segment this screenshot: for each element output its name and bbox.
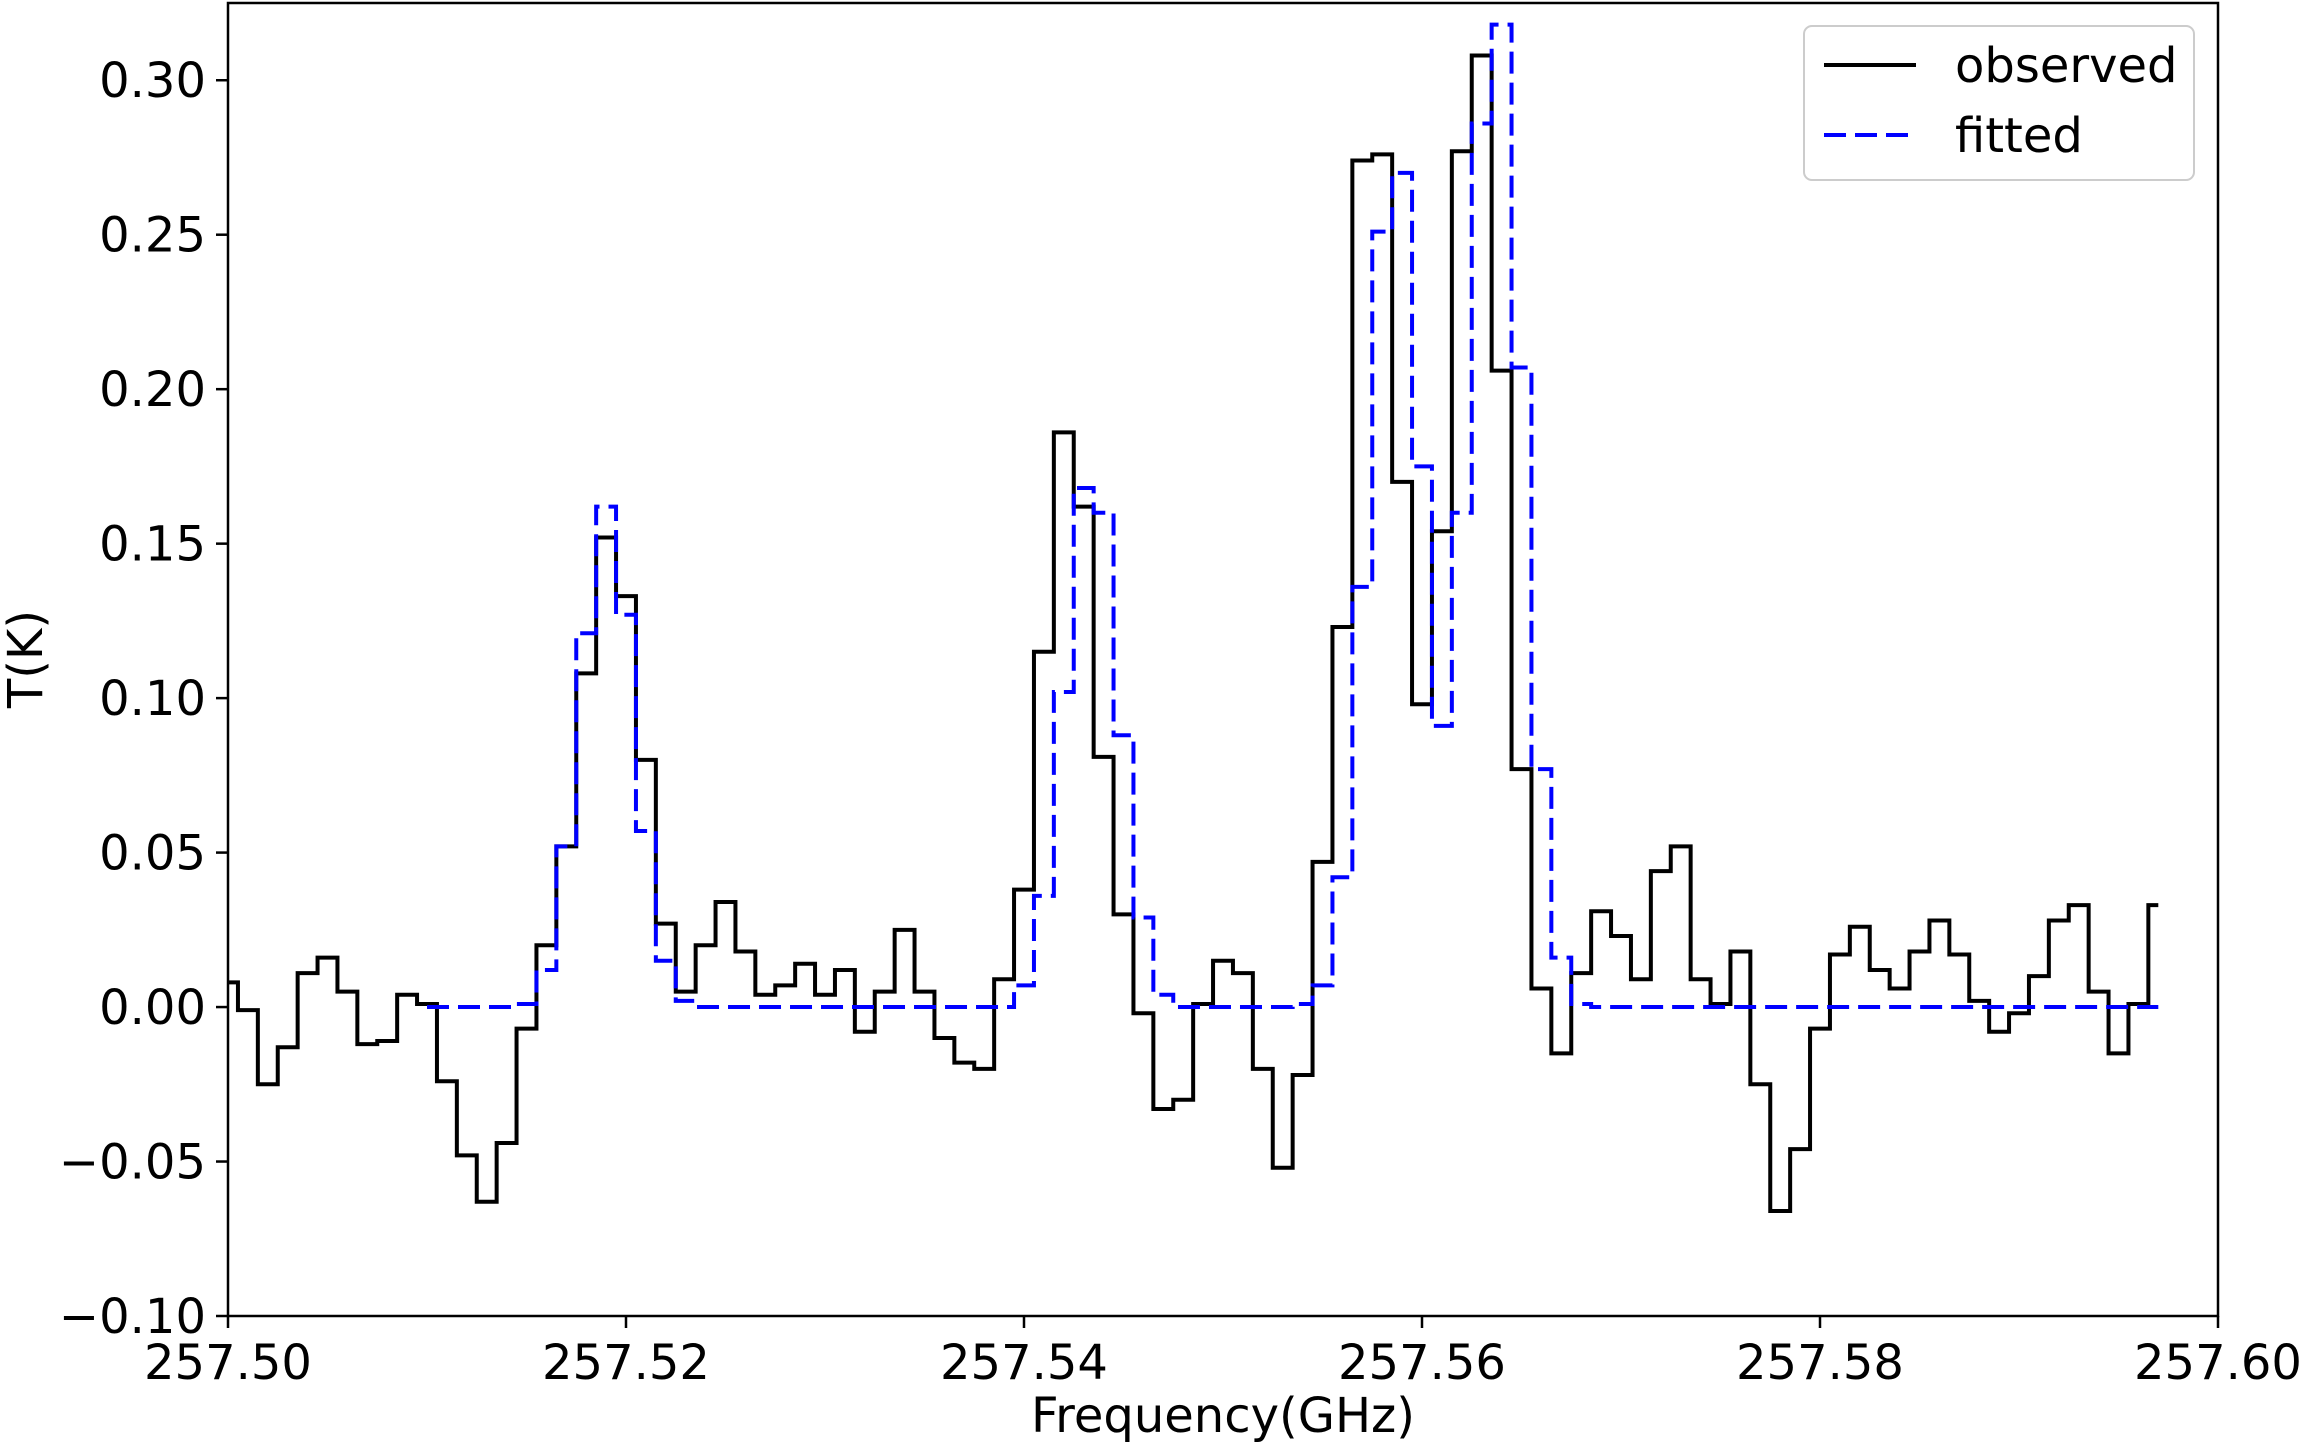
x-tick-label: 257.50 (144, 1335, 312, 1391)
x-tick-label: 257.56 (1338, 1335, 1506, 1391)
plot-area (226, 1, 2220, 1318)
x-axis: 257.50 257.52 257.54 257.56 257.58 257.60 (144, 1316, 2301, 1391)
series-layer (228, 22, 2159, 1213)
y-tick-label: 0.00 (99, 980, 206, 1036)
y-tick-label: 0.30 (99, 53, 206, 109)
x-tick-label: 257.58 (1736, 1335, 1904, 1391)
y-tick-label: 0.05 (99, 826, 206, 882)
axes-frame (226, 1, 2220, 1318)
x-tick-label: 257.60 (2134, 1335, 2301, 1391)
x-tick-label: 257.54 (940, 1335, 1108, 1391)
y-tick-label: 0.25 (99, 208, 206, 264)
y-axis-label: T(K) (0, 610, 54, 709)
y-tick-label: −0.10 (59, 1289, 206, 1345)
y-tick-label: 0.15 (99, 517, 206, 573)
series-line-fitted (427, 22, 2159, 1010)
y-axis: −0.10 −0.05 0.00 0.05 0.10 0.15 0.20 0.25 0.30 (59, 53, 228, 1345)
x-axis-label: Frequency(GHz) (1031, 1388, 1415, 1444)
y-tick-label: 0.10 (99, 671, 206, 727)
x-tick-label: 257.52 (542, 1335, 710, 1391)
legend-fitted-label: fitted (1955, 108, 2083, 164)
y-tick-label: −0.05 (59, 1135, 206, 1191)
legend: observed fitted (1803, 25, 2195, 181)
series-line-observed (228, 53, 2159, 1213)
y-tick-label: 0.20 (99, 362, 206, 418)
legend-observed-label: observed (1955, 38, 2178, 94)
